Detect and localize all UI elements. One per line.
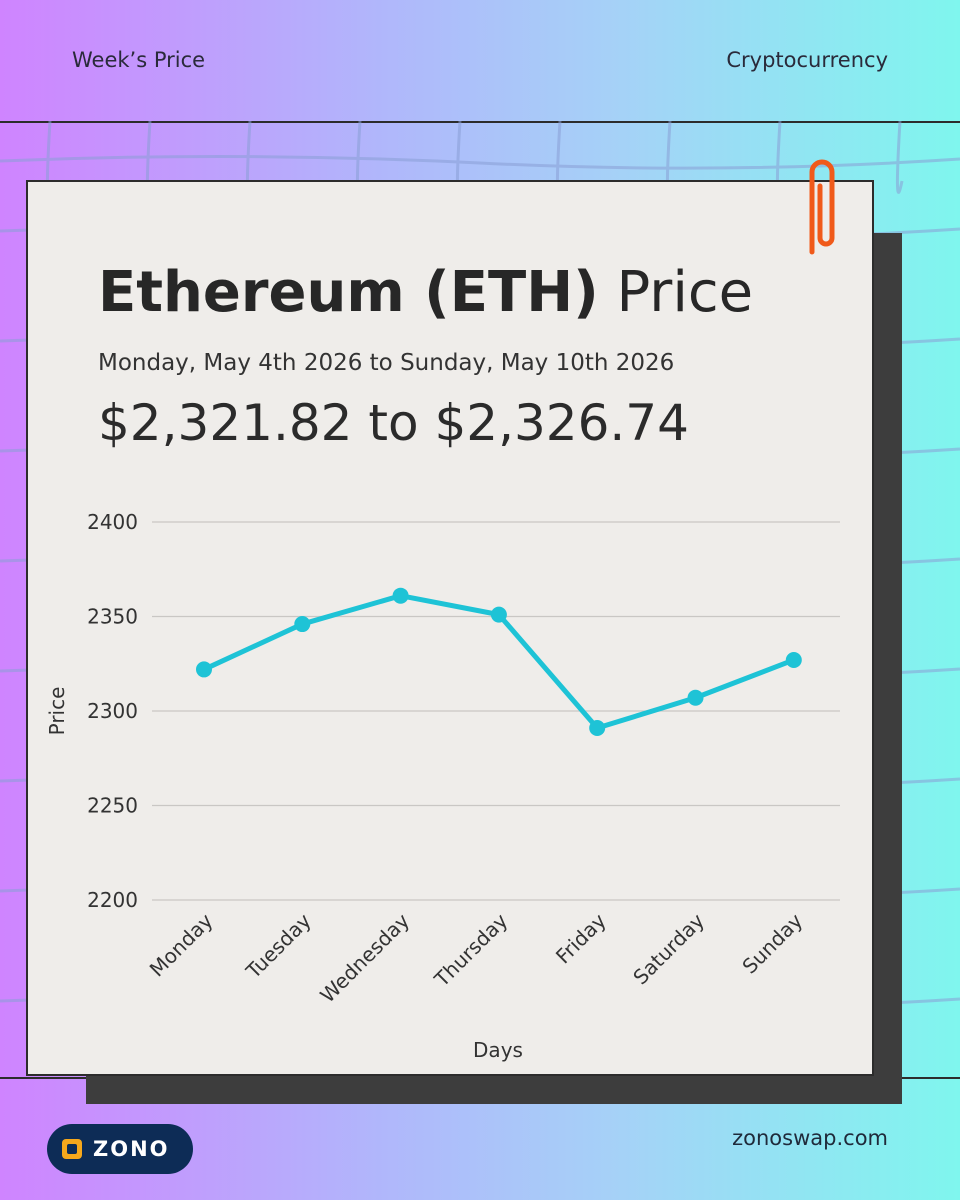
- data-point: [589, 720, 606, 737]
- title-light: Price: [598, 260, 754, 325]
- price-range: $2,321.82 to $2,326.74: [98, 394, 689, 452]
- x-tick-label: Friday: [551, 908, 611, 968]
- data-point: [392, 587, 409, 604]
- paperclip-icon: [809, 159, 835, 255]
- x-axis-label: Days: [473, 1038, 523, 1062]
- price-card: Ethereum (ETH) Price Monday, May 4th 202…: [26, 180, 874, 1076]
- x-tick-label: Sunday: [737, 908, 807, 978]
- data-point: [196, 661, 212, 678]
- zono-logo-mark-icon: [62, 1139, 82, 1159]
- price-line-chart: 2200 2250 2300 2350 2400 Price Monday Tuesday We…: [45, 510, 840, 1062]
- data-point: [294, 616, 311, 633]
- header-left-label: Week’s Price: [72, 48, 206, 72]
- y-tick-label: 2200: [87, 888, 138, 912]
- header-right-label: Cryptocurrency: [726, 48, 888, 72]
- x-tick-label: Thursday: [429, 908, 513, 992]
- page-title: Ethereum (ETH) Price: [98, 260, 753, 325]
- zono-logo[interactable]: ZONO: [47, 1124, 193, 1174]
- data-point: [490, 606, 507, 623]
- y-tick-label: 2250: [87, 794, 138, 818]
- x-tick-label: Saturday: [628, 908, 709, 989]
- zono-logo-text: ZONO: [93, 1137, 170, 1161]
- x-tick-label: Monday: [145, 908, 218, 981]
- y-axis-label: Price: [45, 687, 69, 736]
- x-tick-label: Wednesday: [315, 908, 414, 1007]
- data-point: [687, 689, 704, 706]
- y-tick-label: 2350: [87, 605, 138, 629]
- x-tick-label: Tuesday: [241, 908, 316, 983]
- title-bold: Ethereum (ETH): [98, 260, 599, 325]
- footer-url[interactable]: zonoswap.com: [732, 1126, 888, 1150]
- y-tick-label: 2400: [87, 510, 138, 534]
- y-tick-label: 2300: [87, 699, 138, 723]
- date-range: Monday, May 4th 2026 to Sunday, May 10th…: [98, 350, 675, 376]
- data-point: [785, 651, 802, 668]
